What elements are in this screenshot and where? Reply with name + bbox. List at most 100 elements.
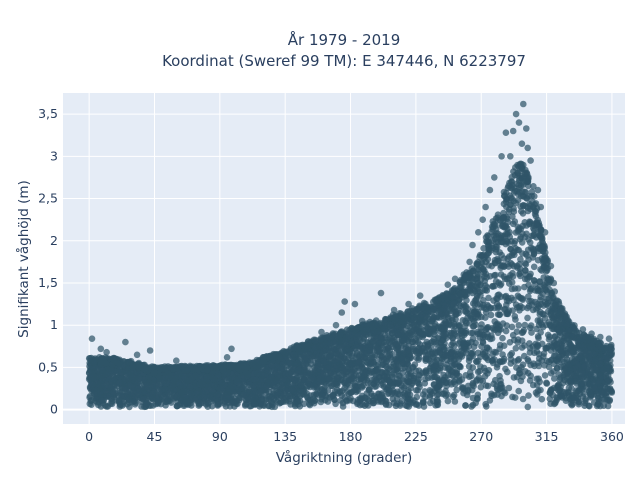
data-point (410, 372, 417, 380)
data-point (515, 304, 523, 311)
data-point (488, 392, 496, 400)
data-point (469, 329, 477, 337)
data-point (381, 374, 389, 381)
data-point (377, 395, 384, 402)
data-point (535, 375, 542, 383)
data-point (406, 333, 413, 340)
data-point (580, 363, 588, 371)
data-point (523, 230, 530, 238)
data-point (516, 235, 524, 243)
data-point (500, 262, 507, 269)
data-point (524, 403, 532, 411)
data-point (481, 267, 488, 275)
data-point (318, 386, 326, 394)
data-point (520, 201, 527, 209)
data-point (489, 351, 497, 358)
data-point (530, 263, 538, 271)
data-point (522, 368, 529, 375)
data-point (354, 399, 361, 406)
data-point (495, 279, 503, 287)
data-point (522, 267, 529, 274)
data-point (492, 248, 500, 256)
data-point (389, 382, 397, 390)
data-point (519, 395, 527, 403)
data-point (426, 387, 434, 394)
data-point (470, 382, 478, 390)
data-point (543, 295, 550, 302)
data-point (494, 291, 502, 299)
data-point (434, 398, 442, 406)
data-point (108, 384, 115, 391)
data-point (448, 348, 455, 356)
data-point (541, 315, 549, 322)
data-point (569, 392, 576, 399)
data-point (473, 358, 481, 366)
data-point (500, 273, 508, 280)
data-point (125, 381, 133, 389)
data-point (416, 383, 423, 391)
data-point (404, 371, 412, 378)
data-point (170, 393, 178, 400)
data-point (530, 246, 537, 254)
data-point (496, 311, 503, 319)
data-point (476, 300, 484, 308)
data-point (490, 380, 498, 388)
data-point (358, 384, 366, 391)
data-point (459, 317, 467, 324)
data-point (575, 398, 583, 405)
data-point (408, 381, 415, 388)
data-point (518, 344, 526, 351)
data-point (348, 375, 355, 383)
data-point (265, 367, 273, 375)
data-point (482, 309, 490, 316)
data-point (462, 349, 470, 357)
data-point (332, 400, 339, 408)
data-point (86, 400, 94, 408)
data-point (499, 351, 506, 358)
data-point (509, 273, 517, 280)
data-point (472, 399, 480, 407)
data-point (474, 368, 482, 376)
data-point (314, 368, 322, 376)
data-point (401, 393, 409, 400)
data-point (388, 329, 396, 337)
data-point (290, 388, 297, 395)
data-point (509, 307, 516, 314)
data-point (511, 218, 519, 225)
data-point (321, 359, 329, 366)
data-point (502, 327, 510, 335)
data-point (540, 350, 548, 357)
data-point (413, 393, 421, 401)
data-point (362, 350, 370, 358)
data-point (421, 318, 429, 326)
data-point (467, 372, 475, 380)
data-point (462, 372, 470, 379)
data-point (369, 397, 377, 405)
data-point (174, 402, 182, 410)
data-point (474, 349, 482, 357)
data-point (214, 401, 221, 408)
data-point (319, 370, 327, 378)
data-point (499, 238, 507, 246)
data-point (311, 397, 319, 405)
data-point (521, 219, 529, 226)
data-point (500, 357, 507, 365)
data-point (537, 300, 545, 308)
data-point (527, 270, 534, 278)
data-point (526, 239, 534, 246)
data-points (85, 100, 616, 411)
data-point (359, 401, 366, 408)
data-point (315, 377, 323, 385)
data-point (187, 396, 195, 404)
data-point (371, 383, 379, 390)
data-point (439, 337, 447, 344)
data-point (277, 399, 285, 406)
data-point (534, 333, 542, 340)
data-point (543, 357, 551, 365)
data-point (532, 340, 539, 348)
data-point (413, 401, 421, 408)
data-point (116, 369, 124, 376)
data-point (390, 399, 398, 407)
data-point (250, 376, 257, 384)
